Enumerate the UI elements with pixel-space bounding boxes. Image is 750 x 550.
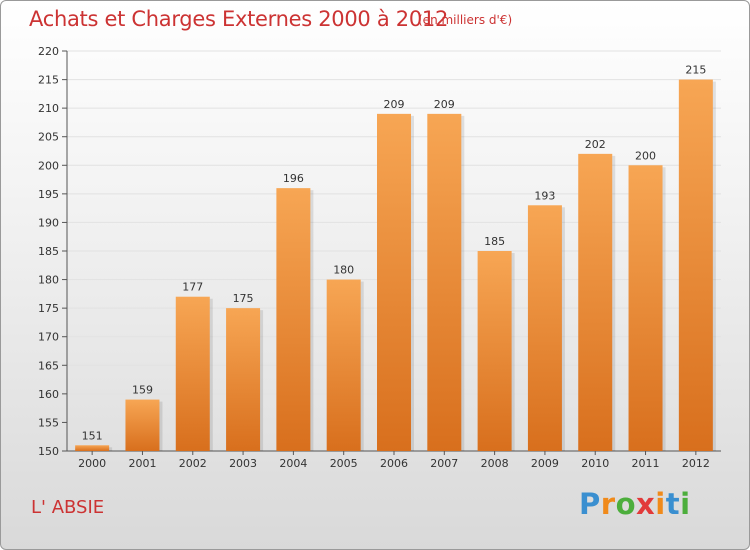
- y-tick-label: 205: [38, 131, 59, 144]
- x-tick-label: 2012: [682, 457, 710, 470]
- logo-letter: i: [680, 487, 691, 521]
- y-tick-label: 170: [38, 331, 59, 344]
- data-label: 151: [82, 429, 103, 442]
- data-label: 185: [484, 235, 505, 248]
- x-tick-label: 2011: [632, 457, 660, 470]
- chart-subtitle: (en milliers d'€): [418, 13, 513, 27]
- data-label: 177: [182, 281, 203, 294]
- data-label: 196: [283, 172, 304, 185]
- x-tick-label: 2007: [430, 457, 458, 470]
- logo-letter: x: [636, 487, 656, 521]
- y-tick-label: 155: [38, 416, 59, 429]
- logo-letter: o: [615, 487, 637, 521]
- x-tick-label: 2000: [78, 457, 106, 470]
- x-tick-label: 2001: [128, 457, 156, 470]
- bar: [427, 113, 462, 451]
- bar: [628, 165, 663, 452]
- x-tick-label: 2010: [581, 457, 609, 470]
- logo-letter: P: [579, 487, 601, 521]
- data-label: 215: [685, 64, 706, 77]
- data-label: 209: [434, 98, 455, 111]
- bar: [527, 205, 562, 451]
- bar: [678, 79, 713, 452]
- bar: [578, 153, 613, 451]
- data-label: 175: [233, 292, 254, 305]
- x-tick-label: 2003: [229, 457, 257, 470]
- y-tick-label: 195: [38, 188, 59, 201]
- x-tick-label: 2004: [279, 457, 307, 470]
- y-tick-label: 200: [38, 159, 59, 172]
- logo-letter: r: [600, 487, 616, 521]
- x-tick-label: 2008: [481, 457, 509, 470]
- data-label: 193: [534, 189, 555, 202]
- bar: [326, 279, 361, 451]
- proxiti-logo: Proxiti: [579, 487, 691, 521]
- x-tick-label: 2002: [179, 457, 207, 470]
- data-label: 200: [635, 149, 656, 162]
- chart-title: Achats et Charges Externes 2000 à 2012: [29, 7, 449, 31]
- data-label: 180: [333, 264, 354, 277]
- y-tick-label: 215: [38, 74, 59, 87]
- y-tick-label: 190: [38, 216, 59, 229]
- commune-name: L' ABSIE: [31, 497, 105, 518]
- bar: [175, 296, 210, 451]
- x-tick-label: 2006: [380, 457, 408, 470]
- x-tick-label: 2009: [531, 457, 559, 470]
- bar: [75, 445, 110, 451]
- logo-letter: t: [665, 487, 681, 521]
- y-tick-label: 210: [38, 102, 59, 115]
- y-tick-label: 220: [38, 45, 59, 58]
- y-tick-label: 165: [38, 359, 59, 372]
- bar: [226, 308, 261, 451]
- bar: [377, 113, 411, 451]
- y-tick-label: 150: [38, 445, 59, 458]
- y-tick-label: 175: [38, 302, 59, 315]
- data-label: 159: [132, 384, 153, 397]
- bar: [477, 251, 512, 451]
- x-tick-label: 2005: [330, 457, 358, 470]
- data-label: 209: [384, 98, 405, 111]
- logo-letter: i: [655, 487, 666, 521]
- y-tick-label: 185: [38, 245, 59, 258]
- bar: [125, 399, 160, 451]
- bar: [276, 188, 311, 451]
- y-tick-label: 180: [38, 274, 59, 287]
- y-tick-label: 160: [38, 388, 59, 401]
- data-label: 202: [585, 138, 606, 151]
